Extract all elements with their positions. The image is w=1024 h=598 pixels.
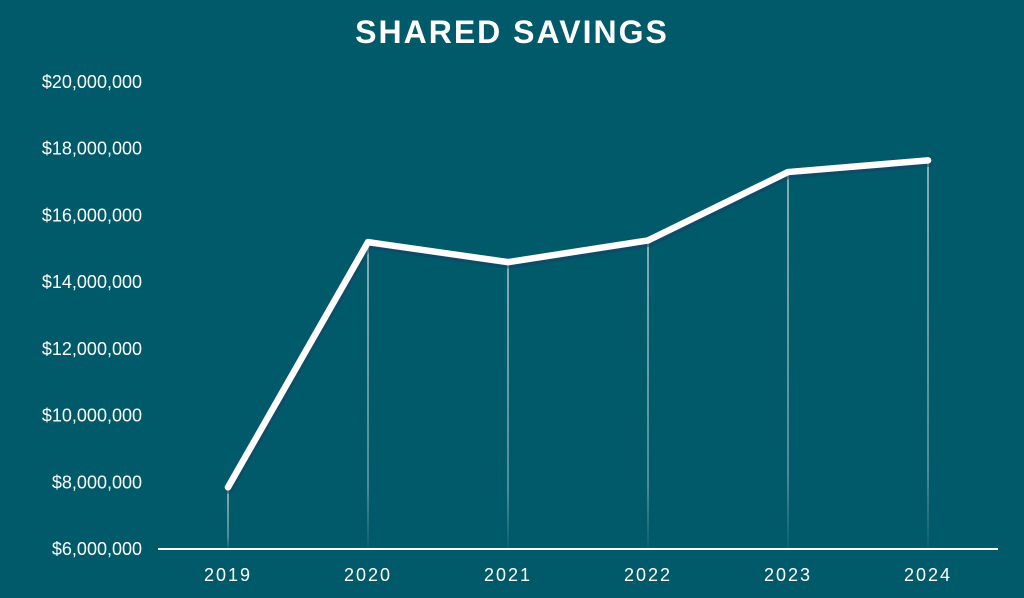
data-point [224,484,232,491]
data-point [364,238,372,246]
y-tick-label: $6,000,000 [52,539,142,559]
drop-line [927,160,929,549]
x-tick-label: 2020 [344,565,392,585]
x-tick-label: 2024 [904,565,952,585]
y-axis-ticks: $20,000,000 $18,000,000 $16,000,000 $14,000… [42,72,142,559]
y-tick-label: $20,000,000 [42,72,142,92]
series-line [224,157,932,491]
data-point [784,168,792,176]
drop-line [647,240,649,550]
y-tick-label: $16,000,000 [42,205,142,225]
y-tick-label: $12,000,000 [42,339,142,359]
data-points [224,157,932,491]
x-tick-label: 2019 [204,565,252,585]
data-point [924,157,932,164]
chart-title: SHARED SAVINGS [355,14,669,50]
drop-line [787,172,789,550]
drop-line [507,262,509,549]
x-axis-ticks: 2019 2020 2021 2022 2023 2024 [204,565,952,585]
y-tick-label: $18,000,000 [42,139,142,159]
data-point [644,237,652,244]
drop-line [367,242,369,549]
x-tick-label: 2023 [764,565,812,585]
series-line-shadow [225,159,933,494]
x-tick-label: 2022 [624,565,672,585]
y-tick-label: $14,000,000 [42,272,142,292]
y-tick-label: $10,000,000 [42,406,142,426]
y-tick-label: $8,000,000 [52,472,142,492]
drop-line [227,487,229,549]
drop-lines [227,160,929,550]
x-tick-label: 2021 [484,565,532,585]
data-point [504,258,512,266]
